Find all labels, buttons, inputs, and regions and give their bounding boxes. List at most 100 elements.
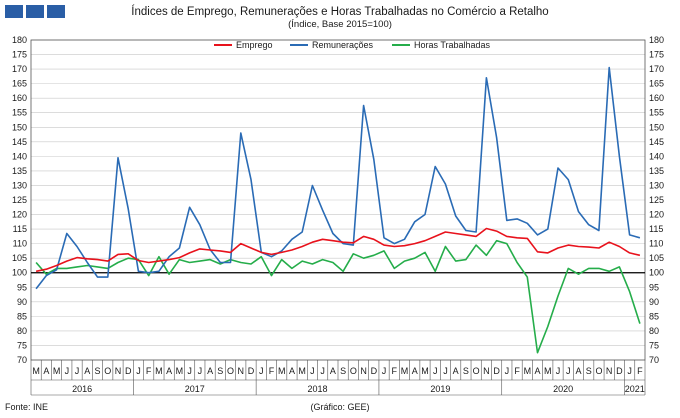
y-tick-label-right: 150 <box>649 122 664 132</box>
x-tick-label: F <box>146 366 152 376</box>
x-tick-label: S <box>586 366 592 376</box>
y-tick-label-right: 85 <box>649 311 659 321</box>
y-tick-label-left: 120 <box>12 210 27 220</box>
y-tick-label-left: 145 <box>12 137 27 147</box>
y-tick-label-right: 105 <box>649 253 664 263</box>
y-tick-label-right: 70 <box>649 355 659 365</box>
y-tick-label-right: 100 <box>649 268 664 278</box>
x-tick-label: J <box>443 366 448 376</box>
x-tick-label: J <box>198 366 203 376</box>
x-tick-label: S <box>217 366 223 376</box>
x-tick-label: N <box>360 366 367 376</box>
x-tick-label: J <box>556 366 561 376</box>
y-tick-label-left: 155 <box>12 108 27 118</box>
y-tick-label-left: 160 <box>12 93 27 103</box>
y-tick-label-right: 160 <box>649 93 664 103</box>
y-tick-label-left: 75 <box>17 340 27 350</box>
y-tick-label-right: 80 <box>649 326 659 336</box>
y-tick-label-left: 110 <box>13 239 27 249</box>
x-tick-label: O <box>104 366 111 376</box>
x-tick-label: A <box>330 366 336 376</box>
series-line-remuneracoes <box>35 66 641 290</box>
y-tick-label-left: 90 <box>17 297 27 307</box>
x-tick-label: J <box>382 366 387 376</box>
x-tick-label: F <box>637 366 643 376</box>
y-tick-label-left: 180 <box>12 35 27 45</box>
y-tick-label-left: 170 <box>12 64 27 74</box>
y-tick-label-right: 155 <box>649 108 664 118</box>
x-tick-label: D <box>125 366 132 376</box>
series-line-emprego <box>35 227 641 273</box>
year-label: 2021 <box>625 384 645 394</box>
x-tick-label: M <box>421 366 429 376</box>
x-tick-label: A <box>453 366 459 376</box>
chart-subtitle: (Índice, Base 2015=100) <box>288 19 392 30</box>
x-tick-label: S <box>95 366 101 376</box>
x-tick-label: O <box>227 366 234 376</box>
x-tick-label: J <box>310 366 315 376</box>
x-tick-label: J <box>433 366 438 376</box>
y-tick-label-right: 130 <box>649 180 664 190</box>
x-tick-label: M <box>401 366 409 376</box>
y-tick-label-left: 175 <box>12 50 27 60</box>
x-tick-label: J <box>136 366 141 376</box>
y-tick-label-right: 75 <box>649 340 659 350</box>
year-label: 2017 <box>185 384 205 394</box>
x-tick-label: M <box>524 366 532 376</box>
y-tick-label-left: 105 <box>12 253 27 263</box>
y-tick-label-left: 115 <box>13 224 27 234</box>
x-tick-label: A <box>207 366 213 376</box>
y-tick-label-left: 140 <box>12 151 27 161</box>
x-tick-label: O <box>350 366 357 376</box>
x-tick-label: S <box>340 366 346 376</box>
logo-block <box>5 5 23 18</box>
x-tick-label: S <box>463 366 469 376</box>
x-tick-label: J <box>505 366 510 376</box>
y-tick-label-left: 80 <box>17 326 27 336</box>
x-tick-label: J <box>65 366 70 376</box>
y-tick-label-left: 150 <box>12 122 27 132</box>
x-tick-label: J <box>627 366 632 376</box>
legend-label: Emprego <box>236 40 273 50</box>
x-tick-label: F <box>269 366 275 376</box>
x-tick-label: A <box>575 366 581 376</box>
y-tick-label-left: 125 <box>12 195 27 205</box>
x-tick-label: A <box>535 366 541 376</box>
x-tick-label: A <box>84 366 90 376</box>
chart-title: Índices de Emprego, Remunerações e Horas… <box>131 6 549 18</box>
x-tick-label: M <box>176 366 184 376</box>
y-tick-label-right: 165 <box>649 79 664 89</box>
y-tick-label-right: 120 <box>649 210 664 220</box>
y-tick-label-right: 135 <box>649 166 664 176</box>
year-label: 2016 <box>72 384 92 394</box>
x-tick-label: D <box>371 366 378 376</box>
y-tick-label-left: 95 <box>17 282 27 292</box>
y-tick-label-right: 140 <box>649 151 664 161</box>
x-tick-label: D <box>616 366 623 376</box>
source-note: Fonte: INE <box>5 402 49 412</box>
y-tick-label-right: 95 <box>649 282 659 292</box>
x-tick-label: J <box>187 366 192 376</box>
x-tick-label: J <box>320 366 325 376</box>
legend-label: Remunerações <box>312 40 374 50</box>
x-tick-label: A <box>166 366 172 376</box>
x-tick-label: J <box>566 366 571 376</box>
y-tick-label-right: 170 <box>649 64 664 74</box>
y-tick-label-right: 115 <box>649 224 663 234</box>
x-tick-label: D <box>493 366 500 376</box>
y-tick-label-left: 70 <box>17 355 27 365</box>
x-tick-label: M <box>544 366 552 376</box>
year-label: 2018 <box>308 384 328 394</box>
y-tick-label-left: 135 <box>12 166 27 176</box>
x-tick-label: M <box>32 366 40 376</box>
x-tick-label: M <box>155 366 163 376</box>
series-line-horas <box>35 239 641 354</box>
x-tick-label: J <box>259 366 264 376</box>
x-tick-label: M <box>298 366 306 376</box>
x-tick-label: A <box>43 366 49 376</box>
year-label: 2020 <box>553 384 573 394</box>
y-tick-label-left: 85 <box>17 311 27 321</box>
x-tick-label: F <box>392 366 398 376</box>
y-tick-label-left: 130 <box>12 180 27 190</box>
